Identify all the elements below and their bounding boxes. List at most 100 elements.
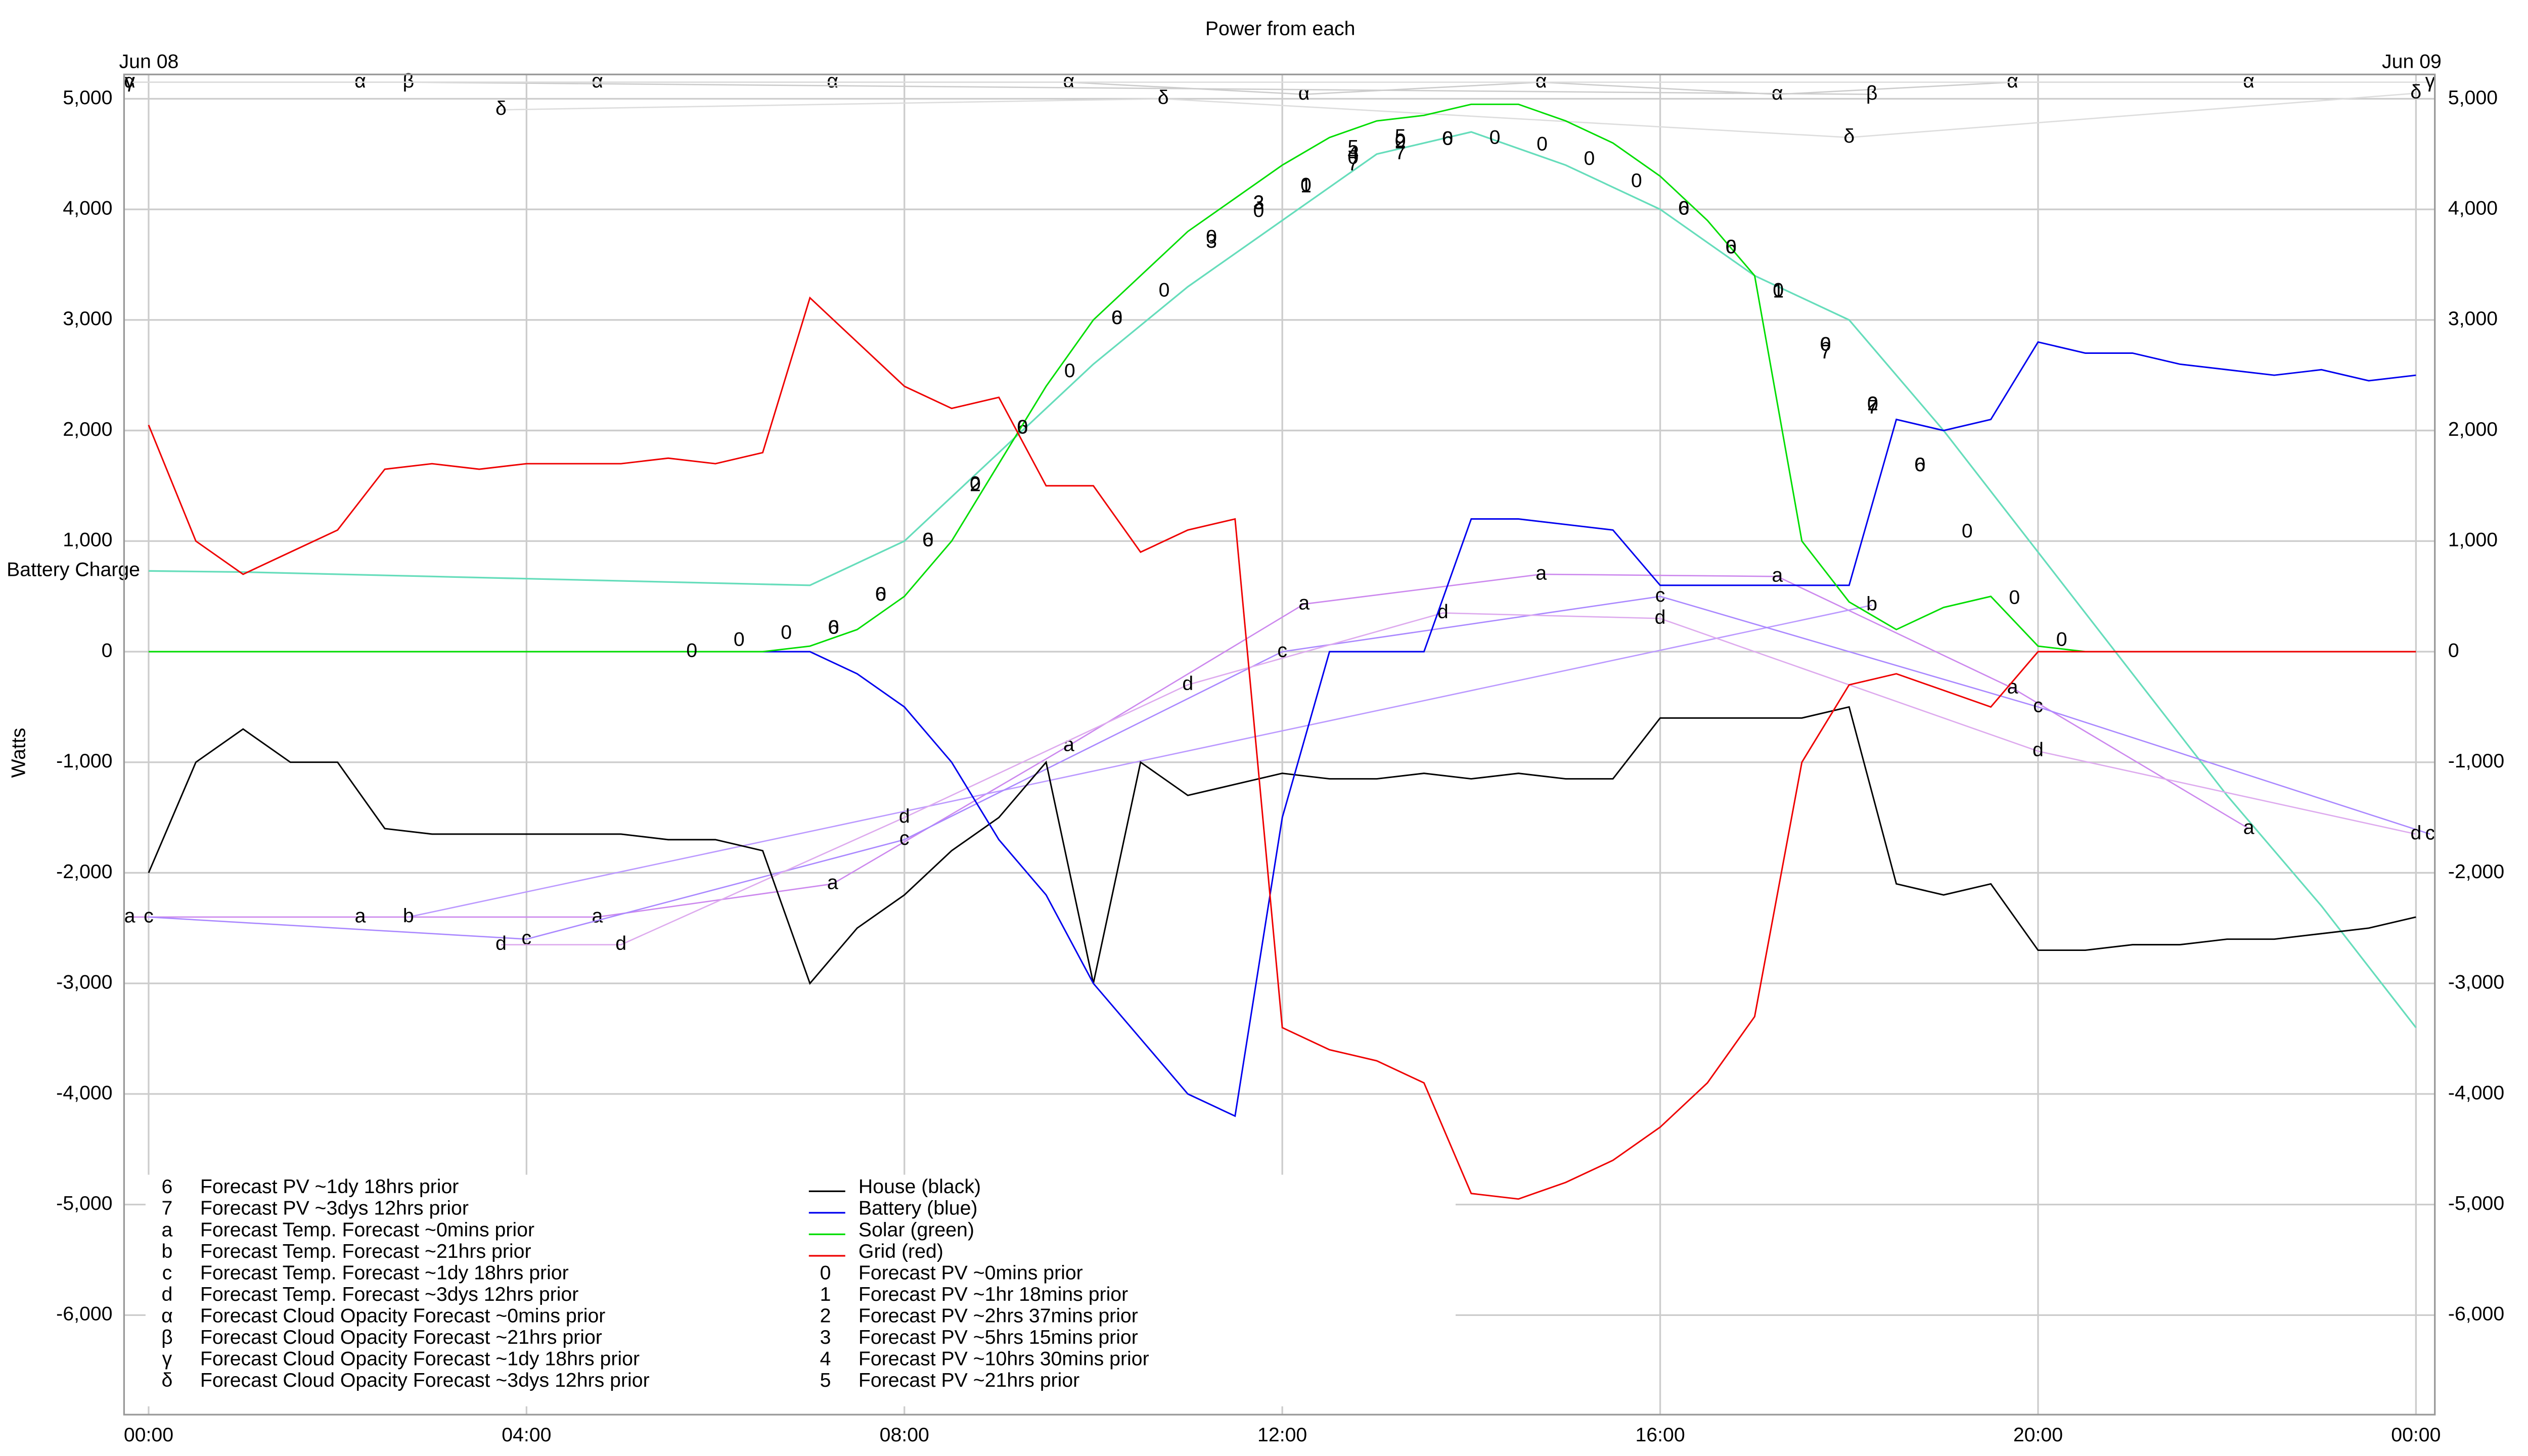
y2-tick-label: 4,000 bbox=[2448, 197, 2498, 219]
marker: 6 bbox=[1111, 306, 1122, 329]
y2-tick-label: 3,000 bbox=[2448, 307, 2498, 330]
marker: 0 bbox=[923, 529, 934, 551]
marker: 0 bbox=[1820, 333, 1831, 355]
marker: b bbox=[1866, 593, 1877, 615]
marker: δ bbox=[1843, 125, 1855, 147]
marker: 0 bbox=[1064, 359, 1075, 382]
x-tick-label: 00:00 bbox=[2391, 1424, 2441, 1446]
legend-marker: b bbox=[162, 1240, 173, 1262]
legend-label: Forecast PV ~10hrs 30mins prior bbox=[859, 1348, 1149, 1370]
marker: a bbox=[1536, 562, 1547, 584]
marker: a bbox=[592, 904, 603, 927]
marker: β bbox=[1866, 82, 1878, 104]
legend-marker: α bbox=[161, 1304, 173, 1327]
marker: 6 bbox=[875, 583, 886, 605]
x-tick-label: 00:00 bbox=[124, 1424, 173, 1446]
marker: 0 bbox=[1962, 520, 1973, 542]
marker: 1 bbox=[1773, 280, 1784, 302]
y2-tick-label: 2,000 bbox=[2448, 418, 2498, 440]
marker: 2 bbox=[1395, 130, 1406, 153]
y2-tick-label: -3,000 bbox=[2448, 971, 2504, 993]
legend-label: House (black) bbox=[859, 1175, 981, 1198]
battery-charge-line bbox=[148, 131, 2417, 1028]
marker: 6 bbox=[1442, 127, 1453, 150]
marker: 2 bbox=[1253, 192, 1265, 214]
marker: a bbox=[2007, 676, 2018, 698]
marker: 0 bbox=[1726, 236, 1737, 258]
date-start: Jun 08 bbox=[119, 51, 179, 73]
marker: 0 bbox=[2056, 628, 2067, 650]
x-tick-label: 04:00 bbox=[502, 1424, 551, 1446]
marker: α bbox=[2243, 70, 2254, 92]
marker: 0 bbox=[1489, 126, 1501, 149]
marker: a bbox=[2243, 816, 2254, 838]
marker: c bbox=[899, 827, 910, 849]
marker: 0 bbox=[734, 628, 745, 650]
marker: a bbox=[1063, 733, 1074, 755]
marker: c bbox=[1277, 639, 1287, 661]
legend-label: Forecast PV ~5hrs 15mins prior bbox=[859, 1326, 1138, 1348]
legend-marker: 1 bbox=[820, 1283, 831, 1305]
y2-tick-label: -4,000 bbox=[2448, 1081, 2504, 1104]
marker: δ bbox=[495, 98, 507, 120]
y-tick-label: 0 bbox=[102, 639, 113, 661]
date-end: Jun 09 bbox=[2382, 51, 2442, 73]
marker: 0 bbox=[1537, 133, 1548, 155]
legend-label: Solar (green) bbox=[859, 1218, 974, 1241]
marker: α bbox=[354, 70, 366, 92]
marker: 0 bbox=[1395, 129, 1406, 152]
y-tick-label: 5,000 bbox=[63, 86, 112, 109]
marker: 2 bbox=[1867, 393, 1878, 415]
marker: a bbox=[1772, 564, 1783, 586]
legend-label: Forecast PV ~0mins prior bbox=[859, 1261, 1083, 1284]
y-tick-label: -2,000 bbox=[56, 860, 112, 883]
marker: d bbox=[1182, 672, 1193, 695]
marker: a bbox=[1298, 592, 1310, 614]
marker: α bbox=[2007, 70, 2018, 92]
marker: 0 bbox=[781, 621, 792, 643]
series-line bbox=[129, 573, 2249, 918]
y2-tick-label: -1,000 bbox=[2448, 750, 2504, 772]
marker: 5 bbox=[1395, 125, 1406, 147]
legend-marker: γ bbox=[162, 1348, 172, 1370]
marker: 0 bbox=[1017, 416, 1028, 438]
marker: 0 bbox=[1253, 199, 1265, 221]
marker: α bbox=[124, 70, 136, 92]
legend: 6 Forecast PV ~1dy 18hrs prior 7 Forecast P… bbox=[145, 1174, 1456, 1406]
y-tick-label: -1,000 bbox=[56, 750, 112, 772]
marker: δ bbox=[1158, 86, 1169, 109]
y-tick-label: 2,000 bbox=[63, 418, 112, 440]
marker: c bbox=[1655, 584, 1665, 606]
marker: a bbox=[124, 904, 136, 927]
y2-tick-label: -2,000 bbox=[2448, 860, 2504, 883]
marker: 6 bbox=[1678, 197, 1689, 219]
legend-label: Forecast Temp. Forecast ~3dys 12hrs prio… bbox=[200, 1283, 578, 1305]
marker: 7 bbox=[1347, 153, 1359, 175]
marker: 3 bbox=[1253, 192, 1265, 214]
marker: 0 bbox=[1206, 225, 1217, 248]
marker: d bbox=[899, 805, 910, 827]
marker: c bbox=[2425, 822, 2435, 844]
y2-tick-label: 5,000 bbox=[2448, 86, 2498, 109]
legend-label: Forecast Cloud Opacity Forecast ~1dy 18h… bbox=[200, 1348, 640, 1370]
marker: 2 bbox=[970, 473, 981, 495]
legend-marker: 7 bbox=[162, 1197, 173, 1219]
marker: 0 bbox=[1584, 147, 1595, 169]
legend-label: Forecast PV ~1hr 18mins prior bbox=[859, 1283, 1128, 1305]
marker: 6 bbox=[828, 616, 839, 638]
marker: d bbox=[1655, 606, 1666, 628]
legend-marker: 5 bbox=[820, 1369, 831, 1391]
marker: a bbox=[355, 904, 366, 927]
marker: 7 bbox=[1820, 341, 1831, 363]
legend-box bbox=[145, 1174, 1456, 1406]
legend-marker: 0 bbox=[820, 1261, 831, 1284]
legend-label: Forecast PV ~3dys 12hrs prior bbox=[200, 1197, 469, 1219]
marker: 0 bbox=[1773, 279, 1784, 301]
marker: 0 bbox=[1867, 393, 1878, 415]
legend-marker: 2 bbox=[820, 1304, 831, 1327]
legend-label: Forecast PV ~2hrs 37mins prior bbox=[859, 1304, 1138, 1327]
legend-label: Forecast Cloud Opacity Forecast ~0mins p… bbox=[200, 1304, 606, 1327]
battery-charge-label: Battery Charge bbox=[7, 559, 140, 581]
legend-marker: 6 bbox=[162, 1175, 173, 1198]
x-tick-label: 16:00 bbox=[1635, 1424, 1685, 1446]
